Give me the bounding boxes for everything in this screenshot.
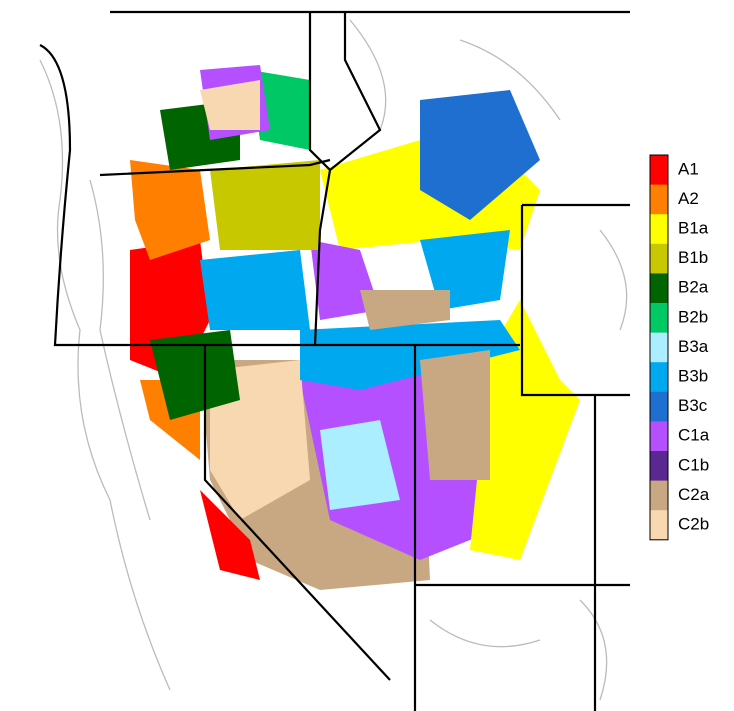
- legend-swatch: [650, 451, 668, 482]
- legend-label: B3c: [678, 396, 708, 415]
- legend-swatch: [650, 214, 668, 245]
- region: [470, 300, 580, 560]
- legend: A1 A2 B1a B1b B2a B2b B3a B3b B3c C1a C1b C2a C2b: [649, 154, 710, 541]
- region: [200, 250, 310, 330]
- legend-swatch: [650, 243, 668, 274]
- legend-swatch: [650, 391, 668, 422]
- legend-label: B2a: [678, 278, 709, 297]
- contours: [39, 19, 628, 701]
- region: [130, 160, 210, 260]
- region: [300, 320, 520, 390]
- legend-label: B3b: [678, 366, 708, 385]
- region: [420, 350, 490, 480]
- region: [210, 160, 320, 250]
- legend-label: C2b: [678, 514, 709, 533]
- region: [200, 490, 260, 580]
- legend-label: B3a: [678, 337, 709, 356]
- legend-swatch: [650, 273, 668, 304]
- legend-label: B2b: [678, 307, 708, 326]
- region: [420, 90, 540, 220]
- legend-swatch: [650, 421, 668, 452]
- legend-label: C1a: [678, 426, 710, 445]
- legend-swatch: [650, 155, 668, 186]
- legend-frame: [649, 154, 669, 541]
- legend-swatch: [650, 480, 668, 511]
- regions: [130, 65, 580, 590]
- legend-label: B1b: [678, 248, 708, 267]
- state-borders: [39, 10, 630, 711]
- legend-swatch: [650, 362, 668, 393]
- legend-label: C1b: [678, 455, 709, 474]
- region: [150, 330, 240, 420]
- legend-swatch: [650, 510, 668, 541]
- legend-label: B1a: [678, 218, 709, 237]
- region: [320, 420, 400, 510]
- legend-swatch: [650, 303, 668, 334]
- region: [360, 290, 450, 330]
- region: [200, 80, 260, 130]
- legend-label: A2: [678, 189, 699, 208]
- legend-swatch: [650, 332, 668, 363]
- legend-swatch: [650, 184, 668, 215]
- legend-label: C2a: [678, 485, 710, 504]
- legend-label: A1: [678, 159, 699, 178]
